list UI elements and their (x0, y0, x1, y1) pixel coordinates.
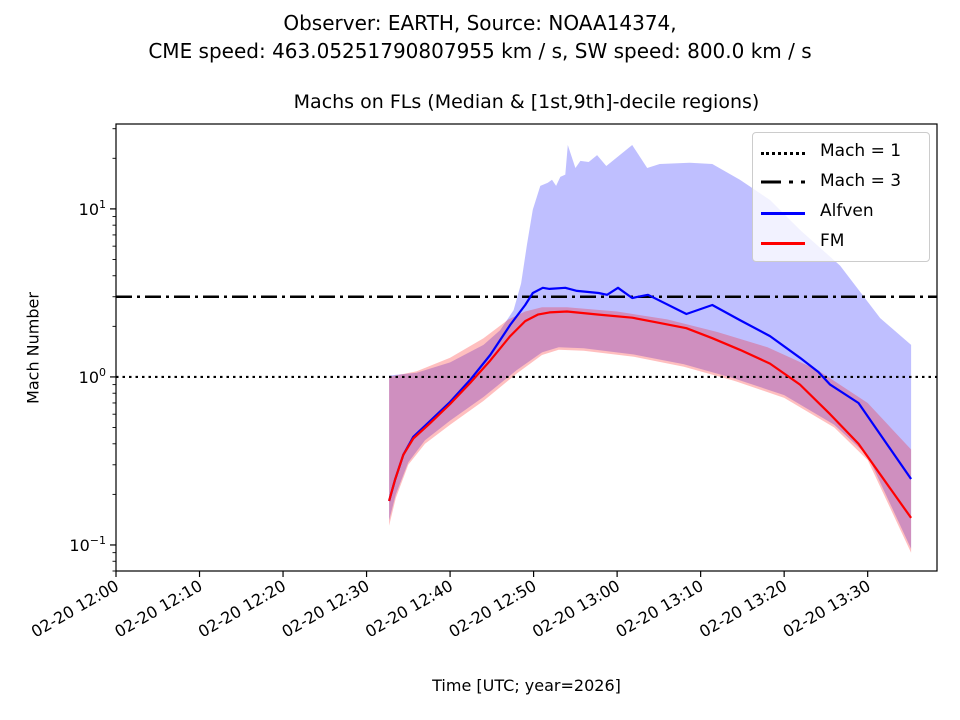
suptitle-line-2: CME speed: 463.05251790807955 km / s, SW… (148, 39, 812, 63)
x-tick-label: 02-20 13:30 (780, 576, 874, 641)
legend-label: FM (820, 231, 845, 251)
legend-item-mach1: Mach = 1 (753, 138, 929, 168)
x-tick-label: 02-20 12:50 (445, 576, 539, 641)
x-tick-label: 02-20 13:10 (613, 576, 707, 641)
plot-frame (115, 123, 938, 572)
chart-title: Machs on FLs (Median & [1st,9th]-decile … (293, 91, 760, 113)
x-tick-label: 02-20 12:00 (28, 576, 122, 641)
y-tick-label: 100 (79, 366, 106, 387)
legend-label: Alfven (820, 201, 874, 221)
dotted-line-icon (761, 152, 805, 155)
suptitle-line-1: Observer: EARTH, Source: NOAA14374, (283, 11, 677, 35)
series-lines (388, 286, 913, 519)
red-line-icon (761, 242, 805, 245)
legend: Mach = 1 Mach = 3 Alfven FM (752, 132, 930, 262)
x-tick-label: 02-20 12:30 (278, 576, 372, 641)
fm-median-line (388, 310, 912, 519)
y-axis: 10−1 100 101 (69, 128, 116, 572)
x-tick-label: 02-20 13:00 (529, 576, 623, 641)
legend-item-alfven: Alfven (753, 198, 929, 228)
legend-label: Mach = 1 (820, 141, 902, 161)
legend-item-mach3: Mach = 3 (753, 168, 929, 198)
x-tick-label: 02-20 12:20 (195, 576, 289, 641)
legend-item-fm: FM (753, 228, 929, 258)
x-tick-label: 02-20 12:40 (362, 576, 456, 641)
fm-decile-band (389, 307, 912, 553)
legend-label: Mach = 3 (820, 171, 902, 191)
x-tick-label: 02-20 12:10 (111, 576, 205, 641)
y-axis-label: Mach Number (23, 292, 43, 404)
reference-lines (116, 295, 937, 379)
alfven-median-line (388, 286, 913, 502)
x-tick-label: 02-20 13:20 (696, 576, 790, 641)
x-axis-label: Time [UTC; year=2026] (432, 676, 621, 695)
dashdot-line-icon (761, 180, 805, 184)
blue-line-icon (761, 212, 805, 215)
y-tick-label: 10−1 (69, 534, 106, 555)
y-tick-label: 101 (79, 198, 106, 219)
